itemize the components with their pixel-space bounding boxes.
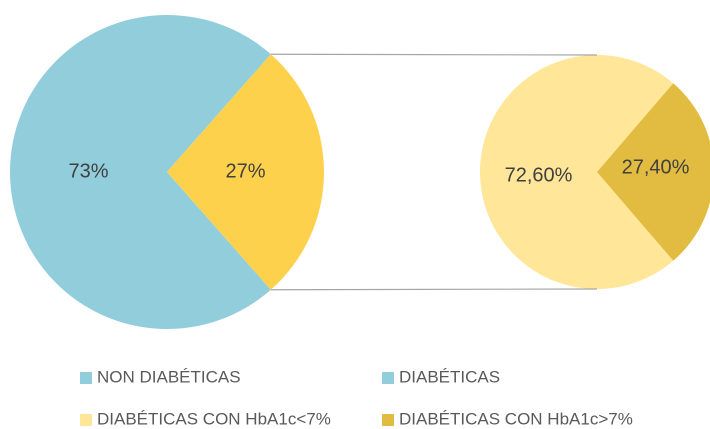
- legend-swatch: [80, 414, 92, 426]
- legend-swatch: [382, 414, 394, 426]
- data-label: 27%: [225, 160, 265, 182]
- legend-label: DIABÉTICAS: [399, 367, 500, 386]
- connector-line: [270, 288, 598, 291]
- legend-swatch: [80, 372, 92, 384]
- data-label: 72,60%: [505, 164, 573, 186]
- legend-swatch: [382, 372, 394, 384]
- data-label: 27,40%: [622, 156, 690, 178]
- data-label: 73%: [68, 160, 108, 182]
- pie-slice: [480, 55, 674, 289]
- pie-slice: [167, 54, 324, 290]
- connector-line: [270, 53, 598, 56]
- legend-label: DIABÉTICAS CON HbA1c>7%: [399, 409, 633, 428]
- legend-label: NON DIABÉTICAS: [97, 367, 241, 386]
- pie-slice: [10, 14, 271, 330]
- pie-slice: [597, 83, 710, 261]
- legend-label: DIABÉTICAS CON HbA1c<7%: [97, 409, 331, 428]
